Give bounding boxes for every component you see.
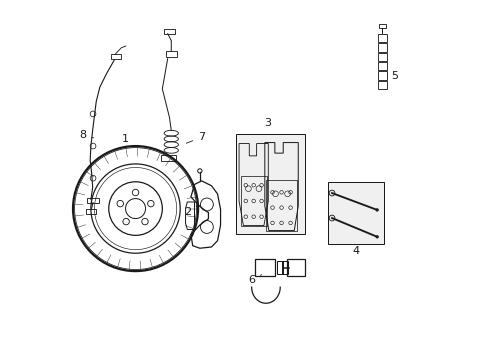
Bar [377,34,386,42]
Bar [287,258,305,276]
Bar [87,198,99,203]
Bar [377,71,386,80]
Text: 4: 4 [352,247,359,256]
Text: 5: 5 [390,71,397,81]
Bar [164,29,175,34]
Text: 3: 3 [264,118,271,128]
Bar [377,62,386,70]
Text: 6: 6 [247,275,261,285]
Bar [328,182,383,244]
Bar [379,24,385,28]
Bar [255,258,274,276]
Text: 1: 1 [121,134,133,146]
Bar [282,261,288,274]
Bar [377,44,386,52]
Text: 8: 8 [80,130,94,140]
Bar [161,155,175,161]
Bar [110,54,121,59]
Text: 2: 2 [183,205,198,217]
Bar [235,134,305,234]
Bar [276,261,283,274]
Text: 7: 7 [186,132,205,143]
Bar [377,81,386,89]
Bar [266,180,296,231]
Bar [240,176,266,226]
Bar [165,51,176,57]
Circle shape [375,235,378,238]
Circle shape [375,208,378,211]
Bar [85,209,95,214]
Bar [377,53,386,61]
